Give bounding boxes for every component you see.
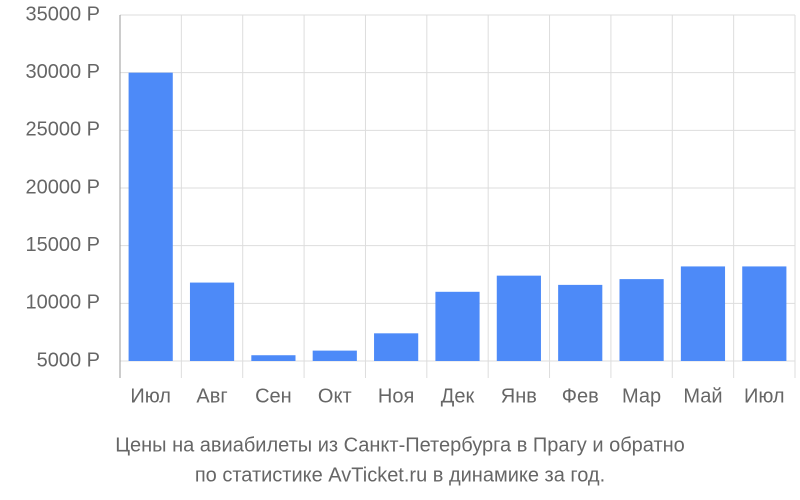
- x-tick-label: Июл: [744, 385, 785, 407]
- y-tick-label: 20000 Р: [25, 176, 100, 198]
- bar: [189, 282, 235, 361]
- bar: [742, 266, 787, 361]
- x-tick-label: Дек: [441, 385, 475, 407]
- x-tick-label: Ноя: [378, 385, 414, 407]
- chart-title: Цены на авиабилеты из Санкт-Петербурга в…: [115, 434, 685, 456]
- chart-title: по статистике AvTicket.ru в динамике за …: [195, 464, 605, 486]
- bar: [312, 350, 357, 361]
- bar: [374, 333, 419, 361]
- x-tick-label: Авг: [196, 385, 227, 407]
- bar: [680, 266, 726, 361]
- bar: [435, 291, 480, 361]
- x-tick-label: Май: [683, 385, 722, 407]
- y-tick-label: 25000 Р: [25, 119, 100, 141]
- y-tick-label: 15000 Р: [25, 234, 100, 256]
- bar: [558, 284, 603, 361]
- y-tick-label: 30000 Р: [25, 61, 100, 83]
- x-tick-label: Окт: [318, 385, 352, 407]
- bar: [496, 275, 541, 361]
- bar: [128, 72, 173, 362]
- y-tick-label: 5000 Р: [37, 349, 100, 371]
- x-tick-label: Сен: [255, 385, 292, 407]
- x-tick-label: Фев: [562, 385, 599, 407]
- x-tick-label: Мар: [622, 385, 661, 407]
- x-tick-label: Янв: [501, 385, 537, 407]
- bar: [619, 279, 664, 361]
- y-tick-label: 10000 Р: [25, 292, 100, 314]
- y-tick-label: 35000 Р: [25, 3, 100, 25]
- bar: [251, 355, 296, 361]
- x-tick-label: Июл: [130, 385, 171, 407]
